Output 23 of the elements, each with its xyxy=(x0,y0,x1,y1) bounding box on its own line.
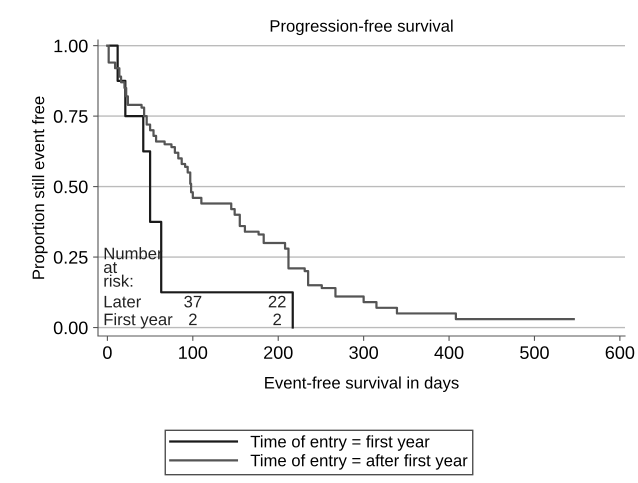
annotation: 2 xyxy=(273,314,281,326)
annotation: First year xyxy=(104,313,172,329)
x-tick-label: 400 xyxy=(434,346,464,359)
annotation: 22 xyxy=(268,296,286,308)
y-tick-label: 0.00 xyxy=(54,321,88,334)
y-axis-title: Proportion still event free xyxy=(32,96,48,279)
y-tick-label: 0.50 xyxy=(54,180,88,194)
annotation: 37 xyxy=(184,296,202,308)
legend-label: Time of entry = after first year xyxy=(250,454,468,470)
y-tick-label: 0.75 xyxy=(54,110,88,123)
x-axis-title: Event-free survival in days xyxy=(265,376,459,392)
annotation: Later xyxy=(104,296,141,308)
legend-label: Time of entry = first year xyxy=(250,435,430,451)
x-tick-label: 600 xyxy=(606,346,634,359)
x-tick-label: 500 xyxy=(520,346,549,359)
x-tick-label: 300 xyxy=(349,346,378,359)
annotation: 2 xyxy=(189,314,197,326)
y-tick-label: 0.25 xyxy=(54,251,88,264)
x-tick-label: 200 xyxy=(264,346,293,359)
chart-title: Progression-free survival xyxy=(270,20,453,36)
y-tick-label: 1.00 xyxy=(54,40,88,52)
x-tick-label: 0 xyxy=(103,346,112,359)
x-tick-label: 100 xyxy=(179,346,208,359)
